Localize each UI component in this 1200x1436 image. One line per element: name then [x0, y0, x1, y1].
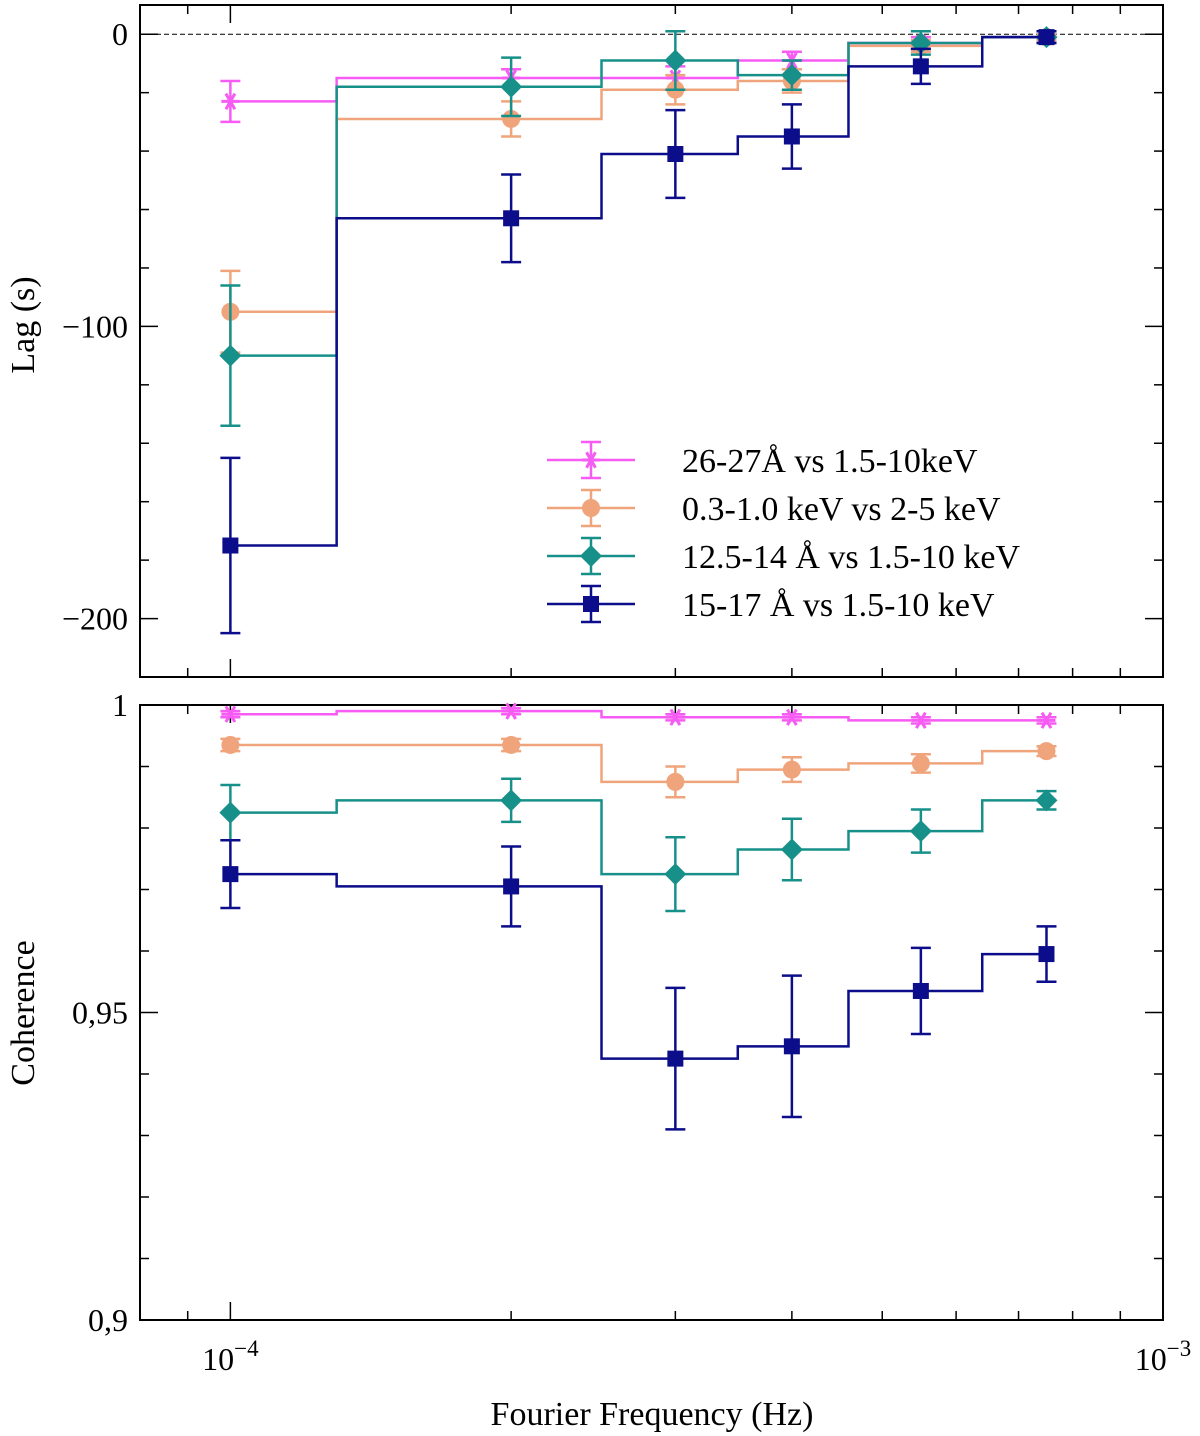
- legend-label: 0.3-1.0 keV vs 2-5 keV: [682, 491, 1001, 528]
- data-point-square: [783, 1038, 800, 1055]
- y-tick-label: 0: [112, 16, 128, 52]
- data-point-square: [222, 537, 239, 554]
- data-point-diamond: [500, 75, 523, 98]
- legend-marker-diamond: [580, 545, 602, 567]
- step-line: [230, 799, 1047, 876]
- data-point-circle: [502, 735, 521, 754]
- series-15-17-vs-1-5-10-kev: [220, 29, 1057, 635]
- series-15-17-vs-1-5-10-kev: [220, 839, 1057, 1131]
- y-tick-label: 1: [112, 687, 128, 723]
- data-point-square: [1038, 946, 1055, 963]
- data-point-square: [667, 146, 684, 163]
- data-point-diamond: [909, 820, 932, 843]
- legend-marker-square: [583, 596, 599, 612]
- coherence-y-axis-label: Coherence: [5, 940, 42, 1085]
- data-point-square: [222, 866, 239, 883]
- legend-marker-circle: [582, 499, 600, 517]
- legend: 26-27Å vs 1.5-10keV 0.3-1.0 keV vs 2-5 ke…: [547, 440, 1021, 624]
- data-point-star: [911, 711, 930, 729]
- data-point-circle: [666, 772, 685, 791]
- plot-frame: [139, 4, 1164, 678]
- data-point-star: [666, 708, 685, 726]
- data-point-circle: [221, 735, 240, 754]
- legend-entry-15-17-vs-1-5-10-kev: 15-17 Å vs 1.5-10 keV: [547, 584, 995, 624]
- data-point-diamond: [664, 49, 687, 72]
- legend-label: 15-17 Å vs 1.5-10 keV: [682, 587, 995, 624]
- data-point-square: [912, 58, 929, 75]
- y-tick-label: 0,95: [72, 995, 128, 1031]
- y-tick-label: −200: [62, 601, 128, 637]
- data-point-square: [667, 1050, 684, 1067]
- data-point-diamond: [219, 344, 242, 367]
- data-point-square: [1038, 29, 1055, 46]
- legend-marker-star: [582, 451, 600, 469]
- data-point-diamond: [664, 863, 687, 886]
- data-point-star: [782, 708, 801, 726]
- x-tick-label: 10−4: [202, 1336, 259, 1377]
- data-point-star: [221, 705, 240, 723]
- series-26-27-vs-1-5-10kev: [220, 702, 1057, 729]
- data-point-diamond: [500, 789, 523, 812]
- legend-entry-12-5-14-vs-1-5-10-kev: 12.5-14 Å vs 1.5-10 keV: [547, 536, 1021, 576]
- data-point-diamond: [219, 801, 242, 824]
- data-point-circle: [782, 760, 801, 779]
- lag-y-axis-label: Lag (s): [5, 276, 42, 373]
- data-point-square: [503, 878, 520, 895]
- step-line: [230, 35, 1047, 547]
- y-tick-label: 0,9: [88, 1302, 128, 1338]
- step-line: [230, 872, 1047, 1060]
- plot-frame: [139, 704, 1164, 1321]
- legend-label: 26-27Å vs 1.5-10keV: [682, 443, 978, 480]
- data-point-circle: [911, 754, 930, 773]
- legend-entry-0-3-1-0-kev-vs-2-5-kev: 0.3-1.0 keV vs 2-5 keV: [547, 488, 1001, 528]
- series-0-3-1-0-kev-vs-2-5-kev: [220, 735, 1057, 799]
- lag-panel: 0 −100 −200: [62, 4, 1164, 678]
- data-point-diamond: [1035, 789, 1058, 812]
- series-12-5-14-vs-1-5-10-kev: [219, 777, 1058, 913]
- legend-entry-26-27-vs-1-5-10kev: 26-27Å vs 1.5-10keV: [547, 440, 978, 480]
- x-axis-label: Fourier Frequency (Hz): [491, 1396, 814, 1433]
- data-point-square: [912, 982, 929, 999]
- data-point-star: [502, 702, 521, 720]
- data-point-square: [783, 128, 800, 145]
- legend-label: 12.5-14 Å vs 1.5-10 keV: [682, 539, 1021, 576]
- coherence-panel: 1 0,95 0,9 10−4 10−3: [72, 687, 1191, 1377]
- data-point-diamond: [780, 838, 803, 861]
- y-tick-label: −100: [62, 308, 128, 344]
- data-point-square: [503, 210, 520, 227]
- x-tick-label: 10−3: [1135, 1336, 1191, 1377]
- data-point-star: [1037, 711, 1056, 729]
- data-point-circle: [1037, 742, 1056, 761]
- series-12-5-14-vs-1-5-10-kev: [219, 26, 1058, 427]
- data-point-diamond: [780, 64, 803, 87]
- data-point-circle: [502, 109, 521, 128]
- data-point-star: [221, 92, 240, 110]
